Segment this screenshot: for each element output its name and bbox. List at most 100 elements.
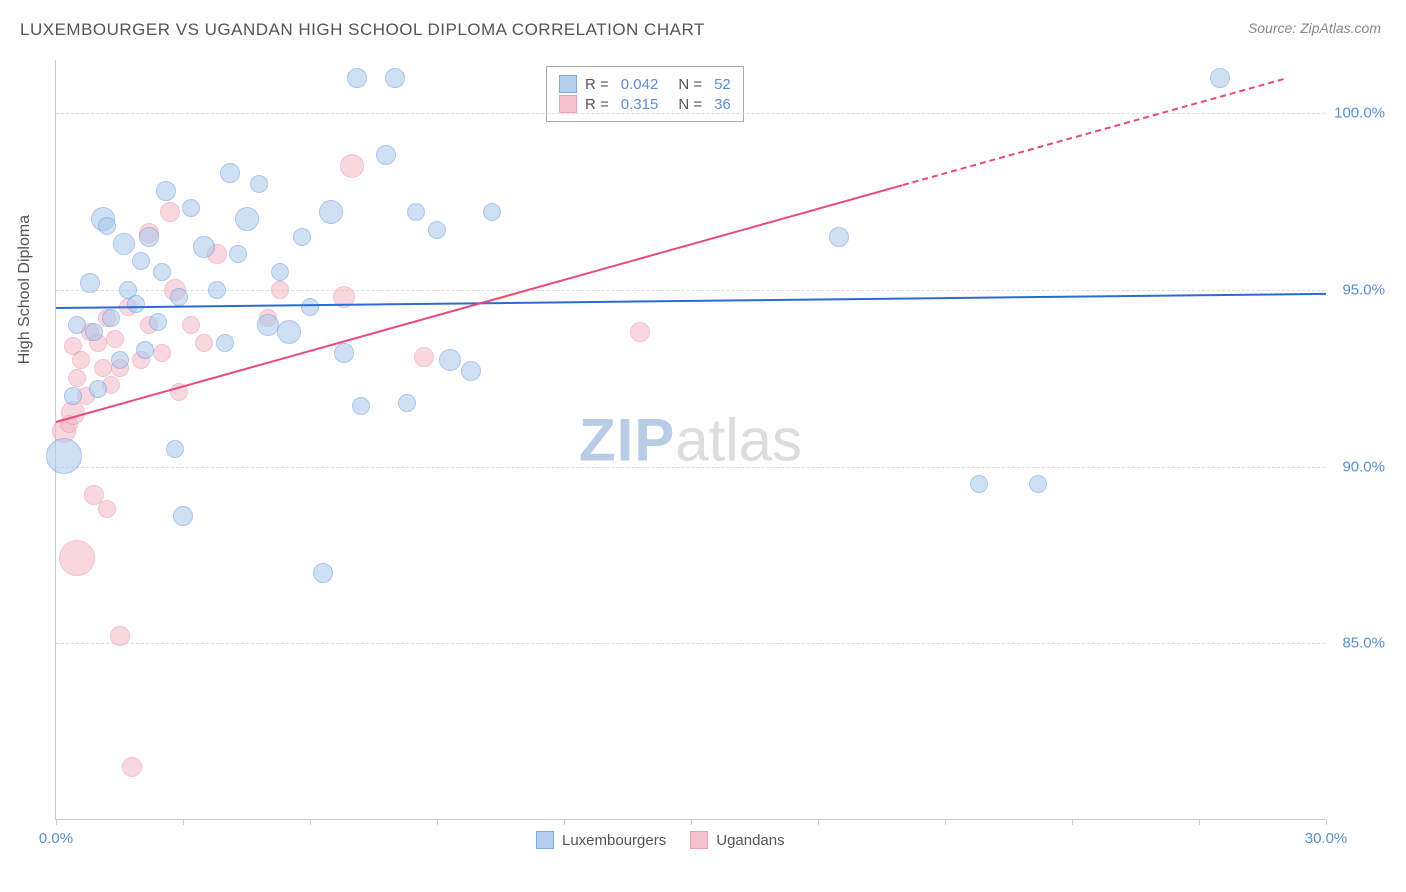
luxembourgers-point — [80, 273, 100, 293]
chart-container: LUXEMBOURGER VS UGANDAN HIGH SCHOOL DIPL… — [0, 0, 1406, 892]
ugandans-point — [59, 540, 95, 576]
luxembourgers-point — [334, 343, 354, 363]
y-tick-label: 85.0% — [1342, 635, 1385, 652]
luxembourgers-point — [132, 252, 150, 270]
swatch-luxembourgers — [559, 75, 577, 93]
luxembourgers-point — [347, 68, 367, 88]
watermark: ZIPatlas — [579, 405, 802, 474]
swatch-ugandans — [559, 95, 577, 113]
luxembourgers-point — [439, 349, 461, 371]
luxembourgers-point — [277, 320, 301, 344]
gridline-horizontal — [56, 113, 1325, 114]
ugandans-point — [72, 351, 90, 369]
gridline-horizontal — [56, 290, 1325, 291]
r-label: R = — [585, 96, 609, 113]
luxembourgers-point — [98, 217, 116, 235]
luxembourgers-point — [398, 394, 416, 412]
luxembourgers-point — [113, 233, 135, 255]
ugandans-point — [414, 347, 434, 367]
x-tick — [437, 819, 438, 825]
gridline-horizontal — [56, 467, 1325, 468]
legend-label-luxembourgers: Luxembourgers — [562, 832, 666, 849]
y-tick-label: 95.0% — [1342, 281, 1385, 298]
luxembourgers-point — [250, 175, 268, 193]
x-tick — [183, 819, 184, 825]
luxembourgers-point — [127, 295, 145, 313]
x-tick — [945, 819, 946, 825]
luxembourgers-point — [319, 200, 343, 224]
y-tick-label: 90.0% — [1342, 458, 1385, 475]
luxembourgers-point — [229, 245, 247, 263]
luxembourgers-point — [970, 475, 988, 493]
luxembourgers-point — [313, 563, 333, 583]
luxembourgers-point — [193, 236, 215, 258]
ugandans-point — [195, 334, 213, 352]
ugandans-point — [98, 500, 116, 518]
n-label: N = — [678, 76, 702, 93]
r-value-ugandans: 0.315 — [621, 96, 659, 113]
swatch-ugandans — [690, 831, 708, 849]
y-tick-label: 100.0% — [1334, 105, 1385, 122]
x-tick — [310, 819, 311, 825]
stats-row-luxembourgers: R = 0.042 N = 52 — [559, 75, 731, 93]
luxembourgers-point — [173, 506, 193, 526]
x-tick — [1072, 819, 1073, 825]
swatch-luxembourgers — [536, 831, 554, 849]
luxembourgers-point — [64, 387, 82, 405]
luxembourgers-point — [149, 313, 167, 331]
x-tick — [1199, 819, 1200, 825]
r-value-luxembourgers: 0.042 — [621, 76, 659, 93]
luxembourgers-point — [428, 221, 446, 239]
legend-item-ugandans: Ugandans — [690, 831, 784, 849]
luxembourgers-point — [1029, 475, 1047, 493]
stats-row-ugandans: R = 0.315 N = 36 — [559, 95, 731, 113]
x-tick — [818, 819, 819, 825]
luxembourgers-point — [136, 341, 154, 359]
x-tick — [564, 819, 565, 825]
ugandans-point — [630, 322, 650, 342]
luxembourgers-point — [46, 438, 82, 474]
x-tick — [1326, 819, 1327, 825]
luxembourgers-point — [376, 145, 396, 165]
luxembourgers-point — [235, 207, 259, 231]
luxembourgers-point — [483, 203, 501, 221]
luxembourgers-point — [461, 361, 481, 381]
ugandans-point — [94, 359, 112, 377]
gridline-horizontal — [56, 643, 1325, 644]
ugandans-point — [340, 154, 364, 178]
x-tick — [56, 819, 57, 825]
luxembourgers-point — [102, 309, 120, 327]
ugandans-point — [153, 344, 171, 362]
luxembourgers-point — [293, 228, 311, 246]
source-attribution: Source: ZipAtlas.com — [1248, 20, 1381, 36]
luxembourgers-point — [153, 263, 171, 281]
ugandans-point — [106, 330, 124, 348]
luxembourgers-point — [216, 334, 234, 352]
luxembourgers-point — [407, 203, 425, 221]
r-label: R = — [585, 76, 609, 93]
luxembourgers-point — [170, 288, 188, 306]
luxembourgers-point — [257, 314, 279, 336]
watermark-atlas: atlas — [675, 406, 802, 473]
luxembourgers-point — [220, 163, 240, 183]
chart-title: LUXEMBOURGER VS UGANDAN HIGH SCHOOL DIPL… — [20, 20, 705, 40]
legend-label-ugandans: Ugandans — [716, 832, 784, 849]
luxembourgers-point — [271, 263, 289, 281]
luxembourgers-point — [89, 380, 107, 398]
y-axis-label: High School Diploma — [16, 215, 34, 364]
luxembourgers-point — [1210, 68, 1230, 88]
trend-line-luxembourgers — [56, 293, 1326, 309]
luxembourgers-point — [829, 227, 849, 247]
series-legend: Luxembourgers Ugandans — [536, 831, 785, 849]
watermark-zip: ZIP — [579, 406, 675, 473]
ugandans-point — [160, 202, 180, 222]
n-label: N = — [678, 96, 702, 113]
luxembourgers-point — [385, 68, 405, 88]
luxembourgers-point — [208, 281, 226, 299]
n-value-ugandans: 36 — [714, 96, 731, 113]
luxembourgers-point — [111, 351, 129, 369]
luxembourgers-point — [156, 181, 176, 201]
luxembourgers-point — [85, 323, 103, 341]
ugandans-point — [68, 369, 86, 387]
luxembourgers-point — [139, 227, 159, 247]
